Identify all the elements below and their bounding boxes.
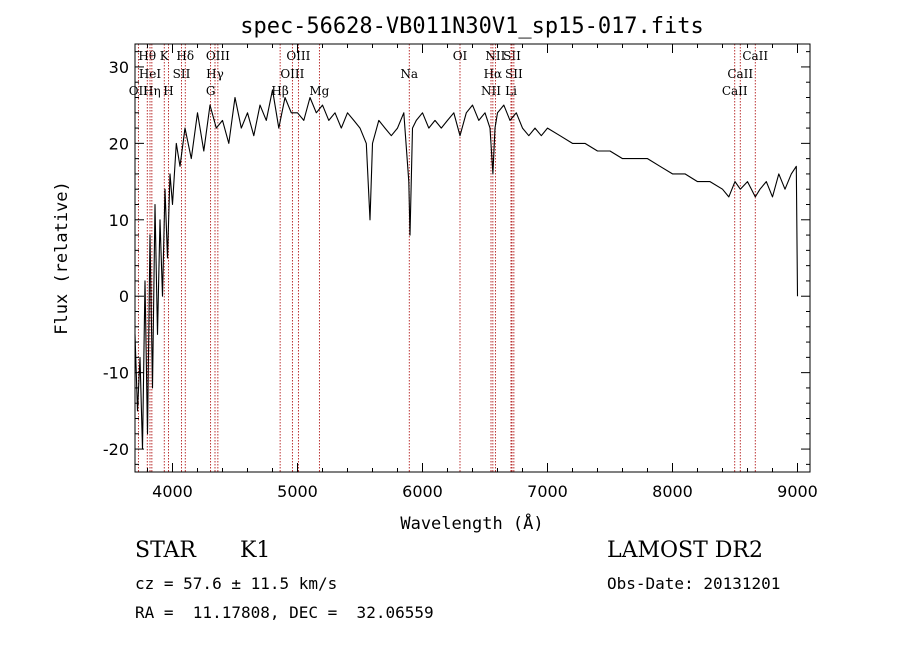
redshift-velocity: cz = 57.6 ± 11.5 km/s bbox=[135, 574, 338, 593]
subclass: K1 bbox=[240, 538, 271, 563]
marker-label: NII bbox=[485, 49, 505, 63]
y-tick-label: 10 bbox=[109, 211, 129, 230]
marker-label: Na bbox=[400, 67, 418, 81]
marker-label: NII bbox=[481, 84, 501, 98]
y-tick-label: -20 bbox=[103, 440, 129, 459]
chart-title: spec-56628-VB011N30V1_sp15-017.fits bbox=[240, 14, 704, 39]
marker-label: CaII bbox=[722, 84, 748, 98]
marker-label: OIII bbox=[206, 49, 230, 63]
marker-label: Hη bbox=[143, 84, 161, 98]
y-tick-label: 30 bbox=[109, 58, 129, 77]
x-tick-label: 7000 bbox=[527, 482, 568, 501]
marker-label: SII bbox=[503, 49, 521, 63]
x-tick-label: 6000 bbox=[402, 482, 443, 501]
y-axis-label: Flux (relative) bbox=[52, 181, 72, 335]
marker-label: OI bbox=[453, 49, 468, 63]
coordinates: RA = 11.17808, DEC = 32.06559 bbox=[135, 603, 434, 622]
axes: 4000 5000 6000 7000 8000 9000 -20 -10 0 10 20 30 bbox=[103, 44, 818, 501]
series-layer bbox=[134, 89, 799, 450]
y-tick-label: 20 bbox=[109, 134, 129, 153]
marker-label: SII bbox=[505, 67, 523, 81]
marker-label: SII bbox=[173, 67, 191, 81]
marker-label: Hγ bbox=[206, 67, 224, 81]
marker-label: Hθ bbox=[138, 49, 156, 63]
marker-label: HeI bbox=[139, 67, 162, 81]
x-tick-label: 5000 bbox=[277, 482, 318, 501]
x-tick-label: 4000 bbox=[152, 482, 193, 501]
marker-label: Hα bbox=[484, 67, 503, 81]
marker-label: CaII bbox=[742, 49, 768, 63]
marker-label: OIII bbox=[280, 67, 304, 81]
x-axis-label: Wavelength (Å) bbox=[400, 512, 543, 534]
survey-name: LAMOST DR2 bbox=[607, 538, 763, 563]
spectrum-series bbox=[134, 89, 799, 450]
y-tick-label: 0 bbox=[119, 287, 129, 306]
marker-label: Mg bbox=[309, 84, 329, 98]
marker-label: Hβ bbox=[271, 84, 288, 98]
marker-label: Li bbox=[505, 84, 517, 98]
marker-label: CaII bbox=[727, 67, 753, 81]
plot-frame bbox=[134, 43, 811, 473]
observation-date: Obs-Date: 20131201 bbox=[607, 574, 781, 593]
marker-label: OII bbox=[129, 84, 149, 98]
x-tick-label: 8000 bbox=[652, 482, 693, 501]
marker-label: Hδ bbox=[176, 49, 194, 63]
y-tick-label: -10 bbox=[103, 364, 129, 383]
marker-label: OIII bbox=[286, 49, 310, 63]
object-class: STAR bbox=[135, 538, 196, 563]
marker-label: H bbox=[163, 84, 173, 98]
marker-label: K bbox=[160, 49, 170, 63]
marker-label: G bbox=[206, 84, 216, 98]
x-tick-label: 9000 bbox=[777, 482, 818, 501]
